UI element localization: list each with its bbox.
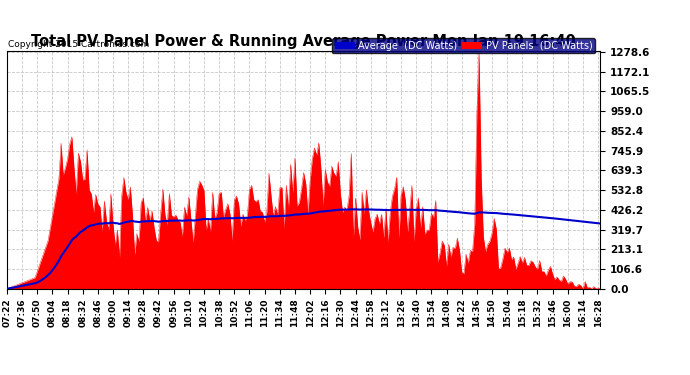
Title: Total PV Panel Power & Running Average Power Mon Jan 19 16:40: Total PV Panel Power & Running Average P… (31, 34, 576, 50)
Text: Copyright 2015 Cartronics.com: Copyright 2015 Cartronics.com (8, 40, 149, 50)
Legend: Average  (DC Watts), PV Panels  (DC Watts): Average (DC Watts), PV Panels (DC Watts) (332, 38, 595, 54)
